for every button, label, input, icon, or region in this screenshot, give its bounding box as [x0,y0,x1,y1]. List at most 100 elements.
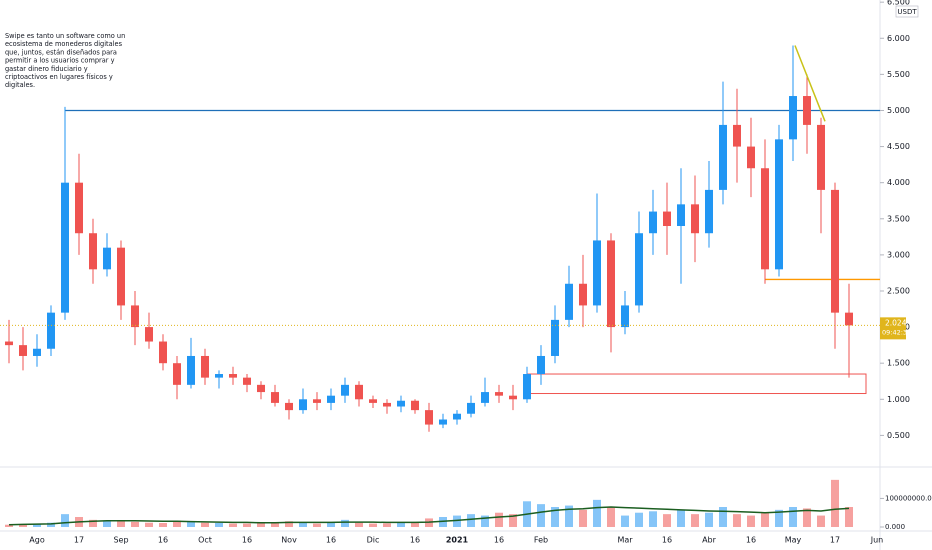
y-tick-label: 3.000 [887,250,910,259]
volume-bar [117,521,125,527]
x-tick-label: 16 [662,536,672,545]
candle-body [509,395,517,400]
x-tick-label: Abr [702,536,717,545]
candle-body [635,233,643,306]
y-tick-label: 4.500 [887,142,910,151]
x-tick-label: Nov [281,536,297,545]
candle-body [607,240,615,328]
candle-body [761,168,769,270]
volume-bar [89,519,97,527]
candle-body [61,182,69,313]
candle-body [831,189,839,313]
candle-body [789,96,797,140]
candle-body [495,392,503,396]
volume-bar [411,522,419,527]
x-tick-label: 16 [494,536,504,545]
volume-bar [551,507,559,527]
volume-bar [467,514,475,527]
volume-bar [607,507,615,527]
candle-body [355,384,363,400]
candle-body [523,374,531,400]
volume-bar [649,511,657,527]
y-tick-label: 4.000 [887,178,910,187]
candle-body [663,211,671,227]
candle-body [215,374,223,378]
volume-bar [159,523,167,527]
volume-bar [537,504,545,527]
volume-bar [257,523,265,527]
candle-body [229,374,237,378]
candle-body [411,400,419,411]
x-tick-label: Dic [367,536,380,545]
volume-bar [355,522,363,527]
y-tick-label: 6.000 [887,34,910,43]
candle-body [747,146,755,169]
volume-bar [33,523,41,527]
unit-box [895,5,919,18]
volume-bar [187,521,195,527]
volume-bar [705,512,713,527]
volume-bar [397,523,405,527]
candle-body [425,410,433,425]
volume-bar [509,514,517,527]
x-tick-label: 16 [326,536,336,545]
annotation-line: gastar dinero fiduciario y [5,65,88,73]
candle-body [439,419,447,425]
candle-body [621,305,629,328]
volume-ma-line [8,506,850,526]
volume-bar [229,523,237,527]
volume-bar [803,508,811,527]
candle-body [775,139,783,270]
volume-bar [103,520,111,527]
candle-body [313,399,321,403]
candle-body [299,399,307,411]
volume-bar [285,521,293,527]
annotation-line: Swipe es tanto un software como un [5,32,125,40]
candle-body [5,341,13,346]
candle-body [159,341,167,364]
candle-body [649,211,657,234]
candle-body [453,413,461,420]
y-tick-label: 2.500 [887,286,910,295]
candle-body [75,182,83,234]
y-tick-label: 1.500 [887,359,910,368]
candle-body [47,312,55,349]
trend-line [794,45,826,122]
volume-bar [845,507,853,527]
x-tick-label: Mar [617,536,633,545]
x-tick-label: Oct [198,536,212,545]
x-tick-label: Ago [29,536,45,545]
volume-bar [495,512,503,527]
volume-bar [243,523,251,527]
volume-bar [313,523,321,527]
x-tick-label: Jun [870,536,884,545]
volume-bar [747,515,755,527]
volume-bar [131,521,139,527]
volume-bar [733,514,741,527]
volume-bar [5,524,13,527]
volume-tick-label: 0.000 [885,523,905,531]
annotation-line: permitir a los usuarios comprar y [5,57,115,65]
candle-body [131,305,139,328]
candle-body [103,247,111,270]
volume-bar [719,507,727,527]
volume-bar [565,505,573,527]
y-tick-label: 3.500 [887,214,910,223]
candle-body [19,345,27,356]
volume-bar [19,524,27,527]
x-tick-label: Sep [113,536,128,545]
candle-body [145,327,153,342]
candle-body [285,402,293,411]
candle-body [565,283,573,320]
annotation-line: digitales. [5,81,35,89]
volume-bar [453,515,461,527]
candle-body [327,395,335,403]
candle-body [481,392,489,403]
x-tick-label: 17 [74,536,84,545]
y-tick-label: 6.500 [887,0,910,7]
volume-tick-label: 100000000.000 [885,494,932,502]
candle-body [369,399,377,403]
candle-body [33,348,41,356]
